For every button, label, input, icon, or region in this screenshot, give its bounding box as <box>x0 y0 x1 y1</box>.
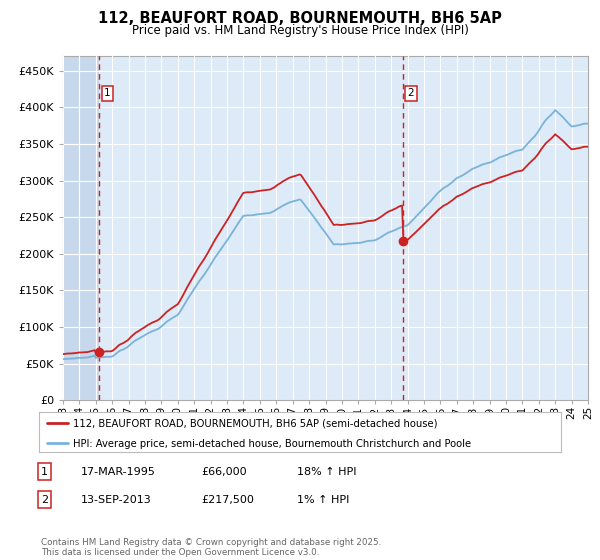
Text: 1: 1 <box>104 88 111 99</box>
Text: £217,500: £217,500 <box>201 494 254 505</box>
Bar <box>63 56 99 400</box>
Text: 2: 2 <box>407 88 415 99</box>
Text: 112, BEAUFORT ROAD, BOURNEMOUTH, BH6 5AP: 112, BEAUFORT ROAD, BOURNEMOUTH, BH6 5AP <box>98 11 502 26</box>
Text: 1% ↑ HPI: 1% ↑ HPI <box>297 494 349 505</box>
Text: Price paid vs. HM Land Registry's House Price Index (HPI): Price paid vs. HM Land Registry's House … <box>131 24 469 36</box>
Text: £66,000: £66,000 <box>201 466 247 477</box>
Text: 112, BEAUFORT ROAD, BOURNEMOUTH, BH6 5AP (semi-detached house): 112, BEAUFORT ROAD, BOURNEMOUTH, BH6 5AP… <box>73 418 437 428</box>
Text: 2: 2 <box>41 494 48 505</box>
Text: HPI: Average price, semi-detached house, Bournemouth Christchurch and Poole: HPI: Average price, semi-detached house,… <box>73 438 471 449</box>
Text: Contains HM Land Registry data © Crown copyright and database right 2025.
This d: Contains HM Land Registry data © Crown c… <box>41 538 381 557</box>
Text: 18% ↑ HPI: 18% ↑ HPI <box>297 466 356 477</box>
Text: 13-SEP-2013: 13-SEP-2013 <box>81 494 152 505</box>
Text: 17-MAR-1995: 17-MAR-1995 <box>81 466 156 477</box>
Text: 1: 1 <box>41 466 48 477</box>
